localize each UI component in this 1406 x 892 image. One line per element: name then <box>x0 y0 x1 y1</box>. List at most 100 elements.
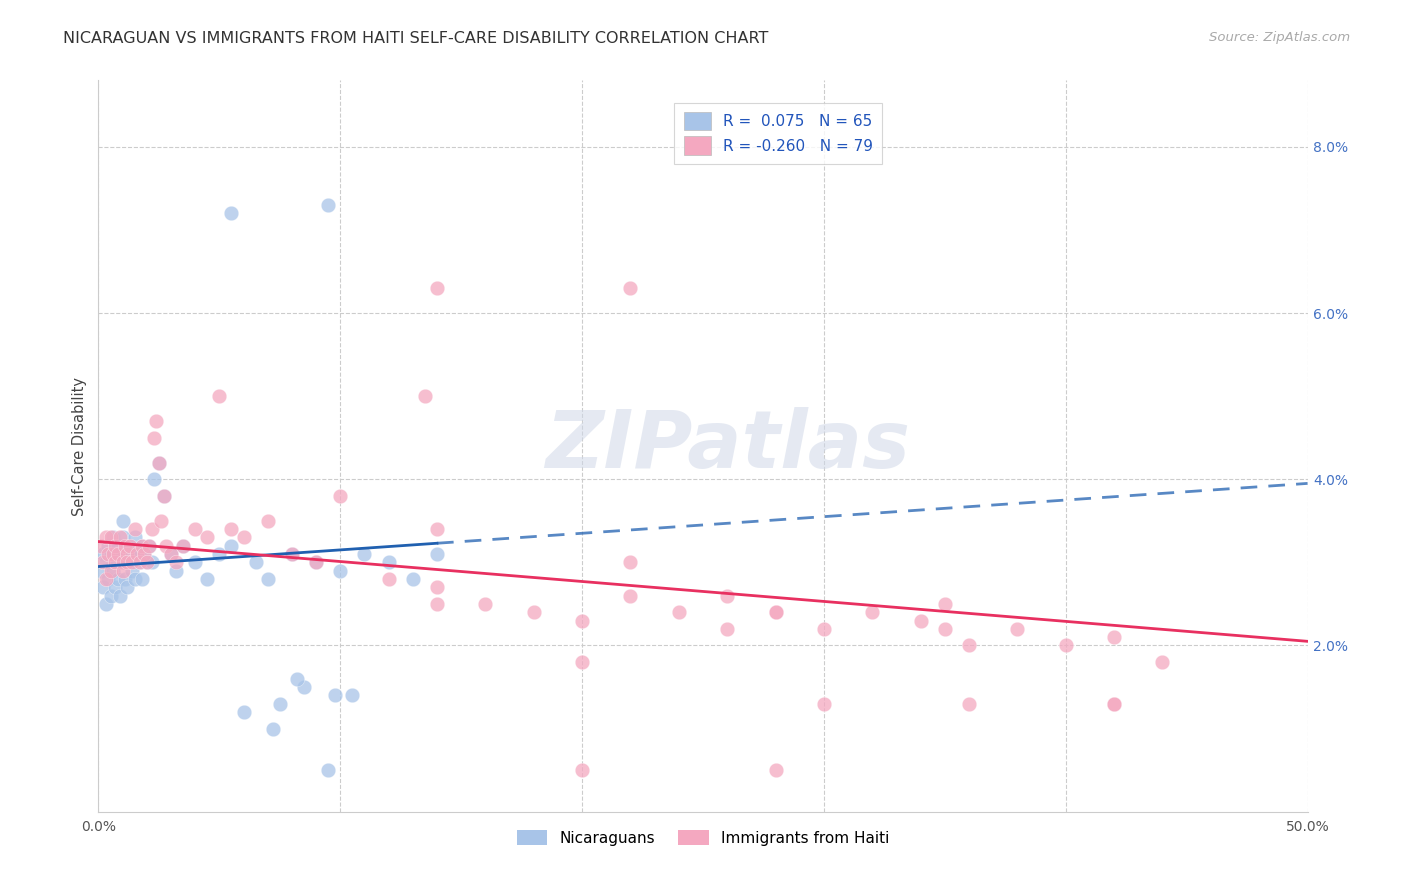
Immigrants from Haiti <box>934 622 956 636</box>
Immigrants from Haiti <box>619 555 641 569</box>
Immigrants from Haiti <box>208 389 231 403</box>
Nicaraguans <box>94 597 117 611</box>
Immigrants from Haiti <box>571 763 593 777</box>
Legend: Nicaraguans, Immigrants from Haiti: Nicaraguans, Immigrants from Haiti <box>510 823 896 852</box>
Immigrants from Haiti <box>143 431 166 445</box>
Immigrants from Haiti <box>377 572 399 586</box>
Immigrants from Haiti <box>94 530 117 544</box>
Immigrants from Haiti <box>474 597 496 611</box>
Nicaraguans <box>124 572 146 586</box>
Immigrants from Haiti <box>232 530 254 544</box>
Immigrants from Haiti <box>124 522 146 536</box>
Immigrants from Haiti <box>184 522 207 536</box>
Immigrants from Haiti <box>155 539 177 553</box>
Immigrants from Haiti <box>305 555 328 569</box>
Nicaraguans <box>342 689 364 703</box>
Nicaraguans <box>131 572 153 586</box>
Immigrants from Haiti <box>668 605 690 619</box>
Immigrants from Haiti <box>135 555 157 569</box>
Nicaraguans <box>91 580 114 594</box>
Immigrants from Haiti <box>1054 639 1077 653</box>
Immigrants from Haiti <box>111 564 134 578</box>
Nicaraguans <box>135 555 157 569</box>
Immigrants from Haiti <box>426 281 449 295</box>
Nicaraguans <box>353 547 375 561</box>
Nicaraguans <box>101 564 124 578</box>
Immigrants from Haiti <box>117 555 139 569</box>
Immigrants from Haiti <box>1102 630 1125 644</box>
Nicaraguans <box>97 572 120 586</box>
Nicaraguans <box>305 555 328 569</box>
Immigrants from Haiti <box>765 605 787 619</box>
Immigrants from Haiti <box>104 555 127 569</box>
Nicaraguans <box>138 539 160 553</box>
Immigrants from Haiti <box>716 622 738 636</box>
Nicaraguans <box>426 547 449 561</box>
Immigrants from Haiti <box>152 489 174 503</box>
Nicaraguans <box>285 672 308 686</box>
Immigrants from Haiti <box>1152 655 1174 669</box>
Nicaraguans <box>108 547 131 561</box>
Immigrants from Haiti <box>138 539 160 553</box>
Nicaraguans <box>111 530 134 544</box>
Nicaraguans <box>256 572 278 586</box>
Immigrants from Haiti <box>426 597 449 611</box>
Immigrants from Haiti <box>619 281 641 295</box>
Text: ZIPatlas: ZIPatlas <box>544 407 910 485</box>
Nicaraguans <box>316 198 339 212</box>
Nicaraguans <box>134 547 156 561</box>
Immigrants from Haiti <box>523 605 546 619</box>
Nicaraguans <box>117 580 139 594</box>
Nicaraguans <box>104 555 127 569</box>
Nicaraguans <box>107 539 129 553</box>
Immigrants from Haiti <box>1102 697 1125 711</box>
Immigrants from Haiti <box>765 605 787 619</box>
Immigrants from Haiti <box>160 547 183 561</box>
Immigrants from Haiti <box>910 614 932 628</box>
Immigrants from Haiti <box>114 539 136 553</box>
Immigrants from Haiti <box>131 539 153 553</box>
Nicaraguans <box>262 722 284 736</box>
Nicaraguans <box>111 514 134 528</box>
Nicaraguans <box>208 547 231 561</box>
Nicaraguans <box>108 589 131 603</box>
Immigrants from Haiti <box>813 622 835 636</box>
Nicaraguans <box>117 539 139 553</box>
Immigrants from Haiti <box>195 530 218 544</box>
Immigrants from Haiti <box>94 572 117 586</box>
Immigrants from Haiti <box>104 539 127 553</box>
Nicaraguans <box>316 763 339 777</box>
Immigrants from Haiti <box>128 555 150 569</box>
Immigrants from Haiti <box>765 763 787 777</box>
Immigrants from Haiti <box>117 547 139 561</box>
Nicaraguans <box>121 555 143 569</box>
Immigrants from Haiti <box>716 589 738 603</box>
Nicaraguans <box>101 530 124 544</box>
Immigrants from Haiti <box>91 555 114 569</box>
Nicaraguans <box>128 555 150 569</box>
Immigrants from Haiti <box>100 530 122 544</box>
Immigrants from Haiti <box>145 414 167 428</box>
Immigrants from Haiti <box>108 530 131 544</box>
Immigrants from Haiti <box>281 547 304 561</box>
Nicaraguans <box>245 555 267 569</box>
Immigrants from Haiti <box>957 639 980 653</box>
Nicaraguans <box>91 547 114 561</box>
Nicaraguans <box>165 564 187 578</box>
Immigrants from Haiti <box>221 522 243 536</box>
Nicaraguans <box>124 530 146 544</box>
Immigrants from Haiti <box>172 539 194 553</box>
Immigrants from Haiti <box>90 539 112 553</box>
Immigrants from Haiti <box>426 522 449 536</box>
Nicaraguans <box>100 547 122 561</box>
Immigrants from Haiti <box>127 547 149 561</box>
Immigrants from Haiti <box>619 589 641 603</box>
Nicaraguans <box>141 555 163 569</box>
Nicaraguans <box>221 539 243 553</box>
Nicaraguans <box>232 705 254 719</box>
Nicaraguans <box>269 697 291 711</box>
Y-axis label: Self-Care Disability: Self-Care Disability <box>72 376 87 516</box>
Nicaraguans <box>94 555 117 569</box>
Nicaraguans <box>160 547 183 561</box>
Immigrants from Haiti <box>1102 697 1125 711</box>
